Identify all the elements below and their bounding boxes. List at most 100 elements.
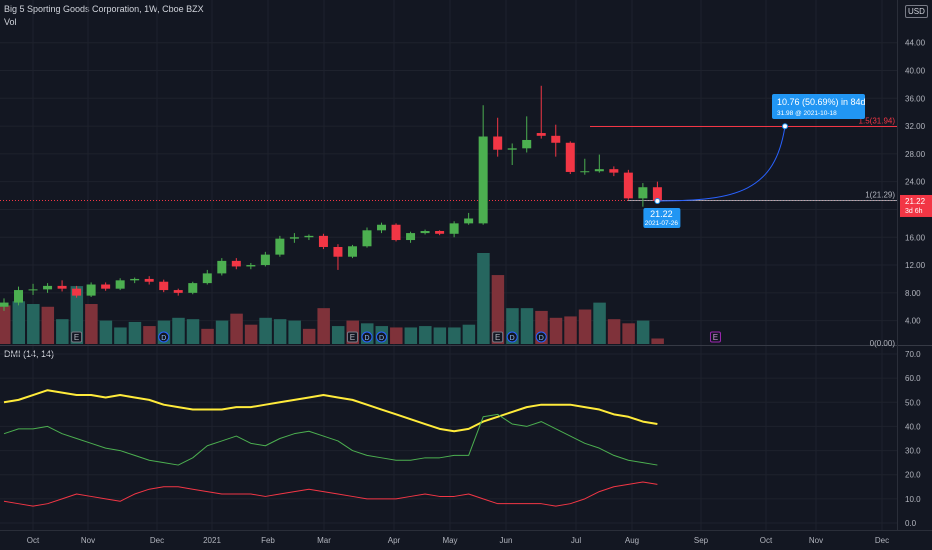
candle-body (231, 260, 241, 267)
y-tick-label: 4.00 (905, 317, 921, 326)
volume-bar (593, 302, 606, 344)
x-tick-label: May (442, 536, 457, 545)
volume-bar (622, 323, 635, 344)
volume-bar (41, 306, 55, 344)
last-price-value: 21.22 (905, 197, 926, 206)
y-tick-label: 12.00 (905, 261, 926, 270)
projection-start-dot (654, 197, 661, 204)
dividend-letter: D (379, 335, 384, 342)
earnings-marker (709, 331, 721, 343)
volume-bar (491, 275, 505, 344)
candle-body (101, 284, 111, 289)
volume-bar (607, 319, 621, 344)
volume-bar (636, 320, 650, 344)
volume-bar (27, 304, 40, 344)
projection-end-badge (772, 94, 865, 119)
projection-start-price: 21.22 (650, 209, 673, 219)
projection-start-badge (643, 207, 681, 228)
x-tick-label: Jul (571, 536, 581, 545)
dividend-marker (361, 331, 373, 343)
earnings-marker (492, 331, 504, 343)
volume-bar (0, 305, 11, 344)
projection-end-dot (782, 123, 788, 130)
candle-body (435, 231, 445, 234)
volume-bar (448, 327, 461, 344)
candle-body (246, 265, 256, 267)
candle-body (144, 278, 154, 282)
x-tick-label: Dec (875, 536, 889, 545)
dmi-y-tick-label: 40.0 (905, 422, 921, 431)
projection-end-sub: 31.98 @ 2021-10-18 (777, 110, 837, 117)
y-tick-label: 28.00 (905, 150, 926, 159)
earnings-letter: E (495, 333, 500, 342)
volume-bar (230, 313, 243, 344)
candle-body (420, 231, 430, 234)
projection-curve (657, 126, 786, 202)
dividend-marker (376, 331, 388, 343)
dmi-y-tick-label: 60.0 (905, 374, 921, 383)
volume-bar (404, 327, 418, 344)
volume-bar (172, 317, 185, 344)
volume-bar (85, 304, 98, 344)
candle-body (594, 169, 604, 172)
candle-body (347, 246, 357, 257)
x-tick-label: Feb (261, 536, 275, 545)
volume-bar (99, 320, 113, 344)
x-tick-label: Nov (81, 536, 95, 545)
candle-body (159, 281, 169, 291)
earnings-letter: E (74, 333, 79, 342)
candle-body (260, 254, 270, 266)
volume-bar (549, 317, 563, 344)
fib-levels[interactable]: 1(21.29) 1.5(31.94) (0, 117, 897, 201)
candle-body (565, 142, 575, 172)
volume-bar (114, 327, 127, 344)
grid (0, 0, 932, 531)
dividend-marker (158, 331, 170, 343)
dmi-y-tick-label: 0.0 (905, 519, 917, 528)
x-tick-label: Oct (27, 536, 40, 545)
candle-body (580, 171, 590, 173)
dmi-y-tick-label: 50.0 (905, 398, 921, 407)
volume-bar (273, 319, 287, 344)
volume-bar (564, 316, 577, 344)
vol-axis-label: 0(0.00) (870, 339, 896, 348)
y-tick-label: 24.00 (905, 178, 926, 187)
volume-bar (462, 324, 476, 344)
x-tick-label: Aug (625, 536, 639, 545)
volume-bar (433, 327, 447, 344)
volume-bar (288, 320, 301, 344)
x-tick-label: Oct (760, 536, 773, 545)
candle-body (173, 290, 183, 293)
fib-level-label: 1.5(31.94) (859, 117, 896, 126)
candle-body (275, 238, 285, 255)
candle-body (202, 273, 212, 284)
candle-body (362, 230, 372, 247)
y-tick-label: 44.00 (905, 39, 926, 48)
y-tick-label: 32.00 (905, 122, 926, 131)
candle-body (115, 280, 125, 289)
x-tick-label: 2021 (203, 536, 221, 545)
candle-body (130, 278, 140, 281)
volume-bar (201, 328, 214, 344)
candle-body (507, 148, 517, 150)
dmi-y-tick-label: 10.0 (905, 495, 921, 504)
candle-body (478, 136, 488, 224)
last-price-tag (900, 194, 932, 217)
dividend-letter: D (539, 335, 544, 342)
volume-bar (128, 321, 142, 344)
candle-body (318, 235, 328, 247)
dividend-letter: D (510, 335, 515, 342)
candle-body (333, 246, 343, 257)
volume-bar (302, 328, 316, 344)
candle-body (536, 133, 546, 136)
candle-body (72, 288, 82, 296)
candle-body (493, 136, 503, 150)
dmi-lines (3, 389, 658, 507)
earnings-letter: E (713, 333, 718, 342)
candle-body (406, 233, 416, 241)
candle-body (638, 187, 648, 199)
currency-badge[interactable]: USD (905, 5, 928, 18)
